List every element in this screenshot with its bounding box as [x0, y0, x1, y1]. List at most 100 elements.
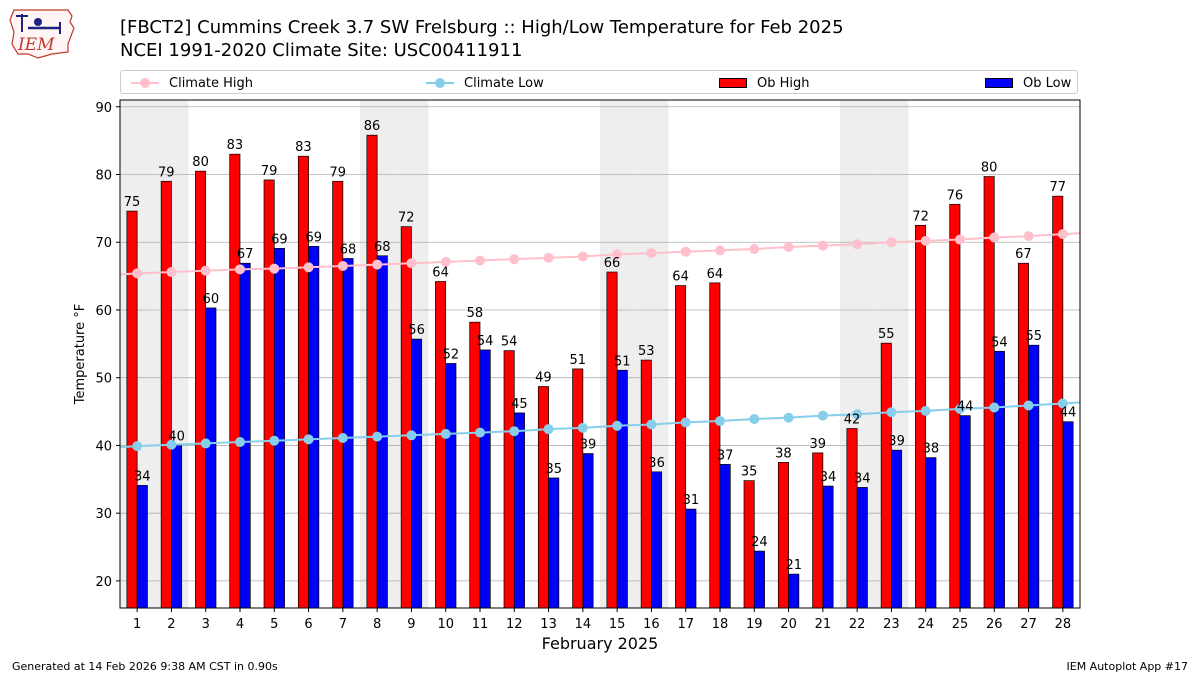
ob-high-bar-17: [675, 285, 687, 609]
ob-low-bar-6: [308, 245, 320, 609]
legend-item-climate-low: Climate Low: [426, 74, 544, 92]
bars: [126, 134, 1074, 609]
xtick-label-14: 14: [575, 617, 592, 632]
ob-high-label-5: 79: [261, 164, 278, 179]
ob-low-label-3: 60: [203, 292, 220, 307]
ob-high-bar-22: [846, 428, 858, 609]
ob-high-label-9: 72: [398, 211, 415, 226]
ob-low-label-22: 34: [854, 471, 871, 486]
ob-low-bar-5: [273, 247, 285, 609]
climate-high-line: [119, 232, 1081, 276]
ytick-label-20: 20: [95, 575, 112, 590]
legend-label-ob-high: Ob High: [757, 75, 810, 91]
ob-low-label-2: 40: [168, 429, 185, 444]
climate-high-point-5: [269, 263, 280, 274]
climate-low-point-1: [132, 441, 143, 452]
climate-high-point-2: [166, 267, 177, 278]
chart-subtitle: NCEI 1991-2020 Climate Site: USC00411911: [120, 40, 523, 61]
ob-high-bar-11: [469, 321, 481, 609]
ob-high-label-26: 80: [981, 161, 998, 176]
climate-low-point-6: [303, 434, 314, 445]
ob-low-label-14: 39: [580, 438, 597, 453]
climate-low-point-26: [989, 402, 1000, 413]
ob-low-label-25: 44: [957, 400, 974, 415]
ob-high-label-22: 42: [844, 413, 861, 428]
legend-label-climate-low: Climate Low: [464, 75, 544, 91]
weekend-shading: [120, 100, 909, 608]
bar-value-labels: 75 79 80 83 79 83 79 86 72 64 58 54 49 51 66 53 64 64 35 38…: [124, 119, 1077, 573]
ob-high-bar-13: [537, 386, 549, 609]
ob-high-label-12: 54: [501, 335, 518, 350]
ob-high-bar-8: [366, 134, 378, 609]
ob-low-label-11: 54: [477, 334, 494, 349]
ob-low-label-1: 34: [134, 469, 151, 484]
climate-low-point-12: [509, 426, 520, 437]
xtick-label-16: 16: [643, 617, 660, 632]
xtick-label-3: 3: [202, 617, 210, 632]
xtick-label-19: 19: [746, 617, 763, 632]
ob-high-label-19: 35: [741, 465, 758, 480]
climate-lines: [119, 229, 1081, 452]
ob-low-bar-22: [856, 487, 868, 609]
climate-high-point-17: [680, 246, 691, 257]
xtick-label-4: 4: [236, 617, 244, 632]
xtick-label-15: 15: [609, 617, 626, 632]
logo-text: IEM: [17, 35, 55, 55]
climate-low-point-7: [337, 432, 348, 443]
climate-low-point-23: [886, 407, 897, 418]
ob-low-label-20: 21: [785, 558, 802, 573]
ob-low-bar-20: [788, 573, 800, 609]
climate-low-point-13: [543, 424, 554, 435]
ob-high-bar-25: [949, 203, 961, 609]
climate-low-point-27: [1023, 400, 1034, 411]
climate-high-point-1: [132, 268, 143, 279]
climate-low-point-22: [852, 409, 863, 420]
ytick-label-40: 40: [95, 439, 112, 454]
xtick-label-22: 22: [849, 617, 866, 632]
xtick-label-21: 21: [815, 617, 832, 632]
xtick-label-25: 25: [952, 617, 969, 632]
ob-high-label-2: 79: [158, 165, 175, 180]
ob-low-label-5: 69: [271, 232, 288, 247]
shade-day-9: [394, 100, 429, 608]
ob-high-label-23: 55: [878, 327, 895, 342]
climate-low-point-10: [440, 428, 451, 439]
ob-low-label-16: 36: [648, 456, 665, 471]
climate-low-point-20: [783, 412, 794, 423]
xtick-label-18: 18: [712, 617, 729, 632]
ob-low-label-28: 44: [1060, 406, 1077, 421]
ob-high-bar-18: [709, 282, 721, 609]
ob-low-bar-13: [548, 477, 560, 609]
shade-day-16: [634, 100, 669, 608]
ob-low-label-6: 69: [305, 230, 322, 245]
footer-app: IEM Autoplot App #17: [1066, 660, 1189, 673]
ob-low-label-13: 35: [545, 462, 562, 477]
climate-low-point-2: [166, 439, 177, 450]
ob-high-bar-20: [777, 462, 789, 609]
ob-high-bar-5: [263, 179, 275, 609]
ob-low-label-21: 34: [820, 470, 837, 485]
xtick-label-24: 24: [917, 617, 934, 632]
ob-high-bar-26: [983, 176, 995, 609]
legend-label-climate-high: Climate High: [169, 75, 254, 91]
ob-low-bar-26: [993, 350, 1005, 609]
ob-high-bar-10: [435, 281, 447, 609]
ob-high-label-15: 66: [604, 256, 621, 271]
ob-low-label-10: 52: [443, 347, 460, 362]
ytick-label-30: 30: [95, 507, 112, 522]
shade-day-8: [360, 100, 395, 608]
ob-high-label-3: 80: [192, 155, 209, 170]
climate-low-point-17: [680, 417, 691, 428]
iem-logo: IEM: [9, 9, 75, 59]
ob-low-bar-25: [959, 415, 971, 609]
ob-low-bar-28: [1062, 421, 1074, 609]
ob-high-bar-19: [743, 480, 755, 609]
climate-high-point-27: [1023, 231, 1034, 242]
climate-low-point-21: [817, 410, 828, 421]
plot-frame: [119, 99, 1081, 609]
ob-high-bar-28: [1052, 195, 1064, 609]
climate-high-point-3: [200, 265, 211, 276]
ob-high-bar-4: [229, 153, 241, 609]
ob-high-bar-14: [572, 368, 584, 609]
